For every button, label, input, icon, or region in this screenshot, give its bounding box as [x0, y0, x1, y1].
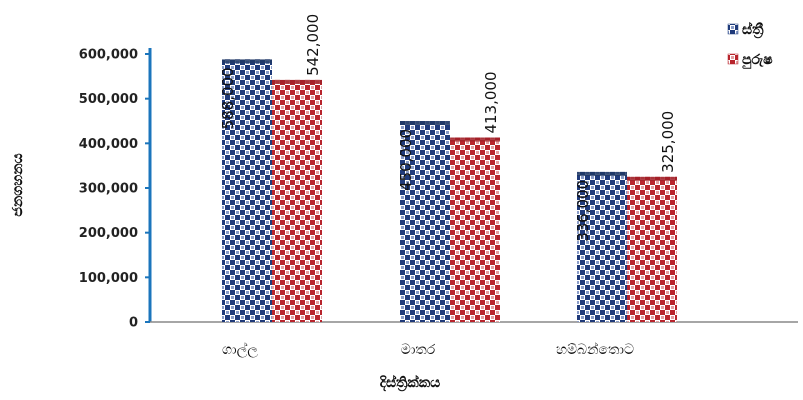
bar-female-0: [222, 59, 272, 323]
bar-male-1: [450, 137, 500, 322]
bars: [222, 59, 677, 323]
bar-female-1: [400, 121, 450, 322]
data-label-female-0: 588,000: [219, 67, 237, 129]
bar-female-2: [577, 171, 627, 322]
y-tick-label: 200,000: [79, 226, 138, 241]
y-tick-label: 500,000: [79, 92, 138, 107]
category-label-1: මාතර: [401, 342, 436, 358]
y-tick-label: 600,000: [79, 48, 138, 63]
bar-top-edge: [450, 137, 500, 142]
category-label-2: හම්බන්තොට: [556, 342, 634, 358]
legend-swatch-series-1: [727, 53, 739, 65]
bar-top-edge: [577, 171, 627, 176]
category-label-0: ගාල්ල: [222, 342, 258, 358]
data-label-male-1: 413,000: [482, 71, 500, 133]
bar-top-edge: [222, 59, 272, 64]
legend-label-series-1: පුරුෂ: [741, 52, 773, 70]
legend-label-series-0: ස්ත්‍රී: [742, 21, 764, 40]
y-tick-label: 100,000: [79, 271, 138, 286]
y-axis-ticks: 0 100,000 200,000 300,000 400,000 500,000 600,…: [79, 48, 150, 331]
y-tick-label: 0: [129, 316, 138, 331]
bar-top-edge: [272, 79, 322, 84]
legend-swatch-series-0: [727, 23, 739, 35]
bar-top-edge: [627, 176, 677, 181]
category-labels: ගාල්ල මාතර හම්බන්තොට: [222, 342, 634, 358]
data-label-female-2: 336,000: [574, 180, 592, 242]
data-label-male-0: 542,000: [304, 14, 322, 76]
x-axis-title: දිස්ත්‍රික්කය: [380, 374, 440, 393]
data-labels: 588,000 542,000 450,000 413,000 336,000 325,0…: [219, 14, 677, 242]
y-tick-label: 300,000: [79, 182, 138, 197]
bar-top-edge: [400, 121, 450, 125]
bar-male-0: [272, 79, 322, 322]
y-axis-title: ජනගහනය: [10, 153, 26, 216]
data-label-female-1: 450,000: [397, 129, 415, 191]
y-tick-label: 400,000: [79, 137, 138, 152]
bar-male-2: [627, 176, 677, 322]
legend: ස්ත්‍රී පුරුෂ: [727, 21, 773, 70]
data-label-male-2: 325,000: [659, 111, 677, 173]
